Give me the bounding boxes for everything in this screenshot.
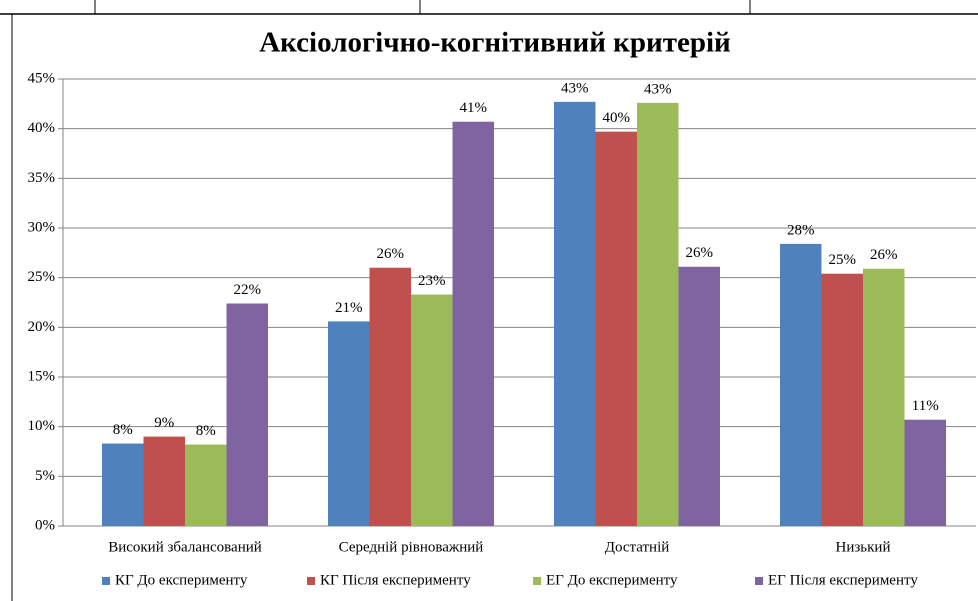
- x-tick-label: Низький: [836, 539, 891, 555]
- bar: [904, 419, 946, 526]
- legend-label: КГ Після експерименту: [320, 572, 471, 588]
- data-label: 26%: [377, 246, 405, 262]
- legend-swatch: [533, 577, 541, 585]
- y-tick-label: 15%: [28, 368, 56, 384]
- data-label: 21%: [335, 300, 363, 316]
- data-label: 40%: [603, 110, 631, 126]
- bar: [452, 121, 494, 527]
- y-tick-label: 40%: [28, 120, 56, 136]
- y-tick-label: 20%: [28, 319, 56, 335]
- data-label: 11%: [912, 398, 939, 414]
- bar: [226, 303, 268, 526]
- data-label: 26%: [686, 245, 714, 261]
- data-label: 8%: [113, 422, 133, 438]
- x-tick-label: Достатній: [605, 539, 670, 555]
- bar: [863, 268, 905, 526]
- data-label: 9%: [154, 415, 174, 431]
- bar: [637, 102, 679, 526]
- chart-title: Аксіологічно-когнітивний критерій: [259, 27, 731, 59]
- legend-swatch: [102, 577, 110, 585]
- y-tick-label: 25%: [28, 269, 56, 285]
- legend-label: КГ До експерименту: [115, 572, 248, 588]
- y-tick-label: 0%: [35, 517, 55, 533]
- data-label: 28%: [787, 222, 815, 238]
- legend-swatch: [755, 577, 763, 585]
- bar: [554, 101, 596, 526]
- y-tick-label: 10%: [28, 418, 56, 434]
- bar: [143, 436, 185, 526]
- legend-swatch: [307, 577, 315, 585]
- data-label: 41%: [460, 100, 488, 116]
- bar: [821, 273, 863, 526]
- data-label: 43%: [644, 81, 672, 97]
- data-label: 25%: [829, 252, 857, 268]
- x-tick-label: Середній рівноважний: [339, 539, 484, 555]
- data-label: 43%: [561, 80, 589, 96]
- data-label: 26%: [870, 247, 898, 263]
- data-label: 8%: [196, 423, 216, 439]
- data-label: 22%: [234, 282, 262, 298]
- y-tick-label: 30%: [28, 219, 56, 235]
- y-tick-label: 35%: [28, 170, 56, 186]
- legend-label: ЕГ Після експерименту: [768, 572, 918, 588]
- y-tick-label: 45%: [28, 70, 56, 86]
- x-tick-label: Високий збалансований: [108, 539, 262, 555]
- legend-label: ЕГ До експерименту: [546, 572, 678, 588]
- bar: [678, 266, 720, 526]
- bar: [411, 294, 453, 526]
- bar: [369, 267, 411, 526]
- bar: [328, 321, 370, 526]
- bar: [595, 131, 637, 526]
- bar: [185, 444, 227, 526]
- bar: [102, 443, 144, 526]
- data-label: 23%: [418, 273, 446, 289]
- bar: [780, 243, 822, 527]
- y-tick-label: 5%: [35, 468, 55, 484]
